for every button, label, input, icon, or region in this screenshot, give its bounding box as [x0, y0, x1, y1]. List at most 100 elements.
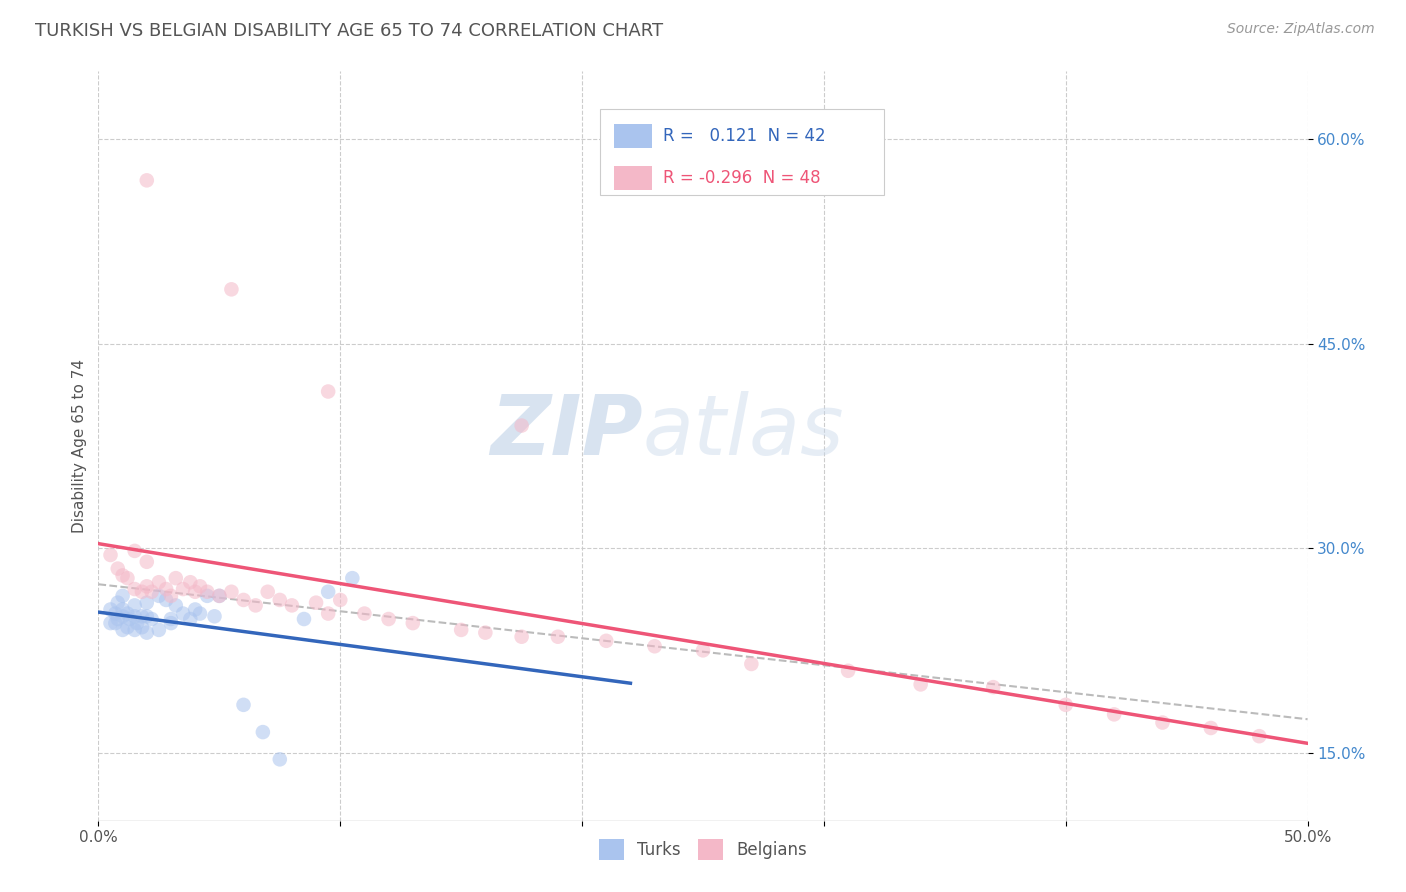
Point	[107, 596, 129, 610]
Text: TURKISH VS BELGIAN DISABILITY AGE 65 TO 74 CORRELATION CHART: TURKISH VS BELGIAN DISABILITY AGE 65 TO …	[35, 22, 664, 40]
Point	[148, 575, 170, 590]
Point	[111, 589, 134, 603]
Y-axis label: Disability Age 65 to 74: Disability Age 65 to 74	[72, 359, 87, 533]
Text: Source: ZipAtlas.com: Source: ZipAtlas.com	[1227, 22, 1375, 37]
Point	[1054, 698, 1077, 712]
Point	[124, 582, 146, 596]
Point	[837, 664, 859, 678]
Point	[117, 607, 139, 621]
Point	[141, 612, 163, 626]
Point	[107, 612, 129, 626]
Point	[117, 571, 139, 585]
Point	[353, 607, 375, 621]
Point	[135, 579, 157, 593]
Point	[100, 548, 122, 562]
Text: atlas: atlas	[643, 391, 844, 472]
Point	[1102, 707, 1125, 722]
Point	[195, 589, 218, 603]
Point	[269, 752, 291, 766]
FancyBboxPatch shape	[600, 109, 884, 195]
Point	[252, 725, 274, 739]
Point	[692, 643, 714, 657]
Point	[100, 602, 122, 616]
Point	[135, 625, 157, 640]
Point	[179, 612, 201, 626]
Point	[316, 384, 339, 399]
Point	[155, 582, 177, 596]
Point	[281, 599, 304, 613]
Point	[910, 677, 932, 691]
Point	[510, 418, 533, 433]
Point	[135, 596, 157, 610]
Point	[188, 607, 211, 621]
Point	[104, 607, 127, 621]
Point	[402, 616, 425, 631]
Point	[124, 544, 146, 558]
Point	[131, 620, 153, 634]
Point	[1152, 715, 1174, 730]
Point	[232, 698, 254, 712]
Point	[316, 584, 339, 599]
Point	[208, 589, 231, 603]
Point	[195, 584, 218, 599]
Point	[377, 612, 399, 626]
Text: R =   0.121  N = 42: R = 0.121 N = 42	[664, 128, 825, 145]
Point	[305, 596, 328, 610]
Point	[221, 584, 243, 599]
Point	[474, 625, 496, 640]
Point	[208, 589, 231, 603]
Point	[595, 633, 617, 648]
Point	[160, 612, 183, 626]
Point	[184, 602, 207, 616]
Point	[256, 584, 278, 599]
Point	[269, 593, 291, 607]
Point	[155, 593, 177, 607]
Point	[329, 593, 352, 607]
Point	[118, 612, 141, 626]
Point	[148, 589, 170, 603]
Point	[131, 584, 153, 599]
Point	[204, 609, 226, 624]
Point	[1199, 721, 1222, 735]
Point	[160, 616, 183, 631]
Legend: Turks, Belgians: Turks, Belgians	[592, 832, 814, 866]
Point	[1249, 729, 1271, 743]
Point	[117, 620, 139, 634]
Point	[292, 612, 315, 626]
Point	[111, 602, 134, 616]
Point	[124, 609, 146, 624]
Point	[184, 584, 207, 599]
Point	[111, 609, 134, 624]
Point	[644, 640, 666, 654]
Point	[104, 616, 127, 631]
Text: R = -0.296  N = 48: R = -0.296 N = 48	[664, 169, 821, 186]
Point	[107, 561, 129, 575]
FancyBboxPatch shape	[613, 124, 652, 148]
Point	[221, 282, 243, 296]
Point	[135, 555, 157, 569]
Point	[981, 680, 1004, 694]
Point	[232, 593, 254, 607]
Point	[135, 173, 157, 187]
Point	[179, 575, 201, 590]
Point	[342, 571, 364, 585]
Point	[111, 568, 134, 582]
Point	[124, 599, 146, 613]
Point	[172, 607, 194, 621]
Point	[316, 607, 339, 621]
Text: ZIP: ZIP	[489, 391, 643, 472]
Point	[141, 584, 163, 599]
Point	[148, 623, 170, 637]
Point	[188, 579, 211, 593]
FancyBboxPatch shape	[613, 166, 652, 190]
Point	[131, 609, 153, 624]
Point	[127, 616, 149, 631]
Point	[165, 599, 187, 613]
Point	[165, 571, 187, 585]
Point	[245, 599, 267, 613]
Point	[111, 623, 134, 637]
Point	[124, 623, 146, 637]
Point	[135, 609, 157, 624]
Point	[172, 582, 194, 596]
Point	[510, 630, 533, 644]
